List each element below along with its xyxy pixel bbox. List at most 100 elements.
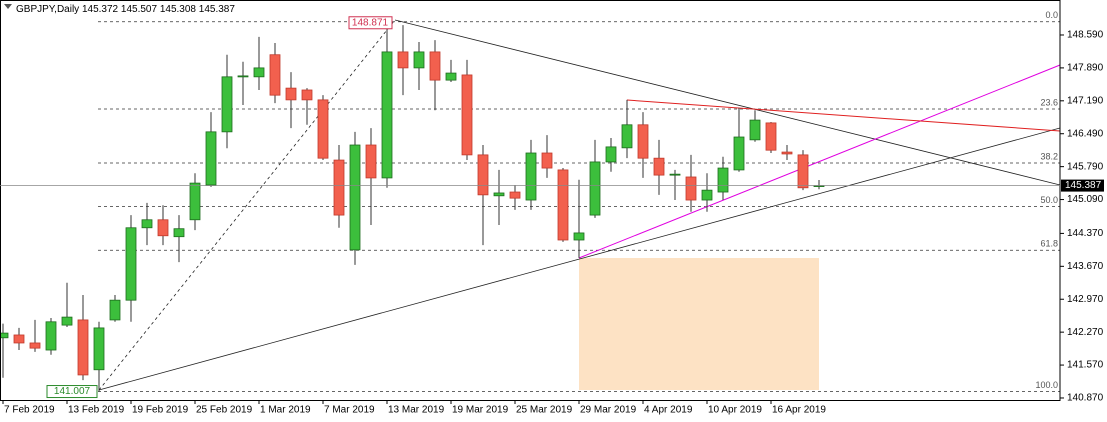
candle-body [573, 232, 585, 241]
candle-body [205, 131, 217, 186]
candle-body [509, 191, 521, 199]
candle-body [637, 124, 649, 159]
fib-trend-line [98, 19, 396, 391]
x-tick-label: 1 Mar 2019 [260, 405, 311, 416]
candle-body [749, 119, 761, 141]
candle-body [109, 299, 121, 321]
candle-body [541, 152, 553, 169]
candle-body [653, 157, 665, 176]
candle-body [493, 192, 505, 197]
y-tick-label: 146.490 [1067, 128, 1104, 139]
y-tick-label: 141.570 [1067, 360, 1104, 371]
candle-body [301, 89, 313, 101]
fib-level-label: 38.2 [1040, 151, 1058, 161]
candle-body [445, 72, 457, 81]
x-tick-label: 4 Apr 2019 [644, 405, 693, 416]
candle-body [189, 182, 201, 221]
candle-body [253, 67, 265, 78]
candle-body [781, 151, 793, 155]
candle-body [221, 76, 233, 133]
candle-body [0, 332, 9, 339]
fib-level-label: 100.0 [1035, 380, 1058, 390]
candle-body [13, 334, 25, 344]
candle-body [397, 51, 409, 69]
fib-level-label: 50.0 [1040, 195, 1058, 205]
candle-body [365, 144, 377, 179]
candle-body [333, 159, 345, 216]
candle-body [765, 122, 777, 151]
fib-level-label: 0.0 [1045, 10, 1058, 20]
candle-body [685, 176, 697, 201]
x-tick-label: 7 Feb 2019 [4, 405, 55, 416]
candle-body [173, 228, 185, 238]
y-tick-label: 147.890 [1067, 63, 1104, 74]
x-tick-label: 29 Mar 2019 [580, 405, 637, 416]
x-tick-label: 10 Apr 2019 [708, 405, 762, 416]
y-tick-label: 145.090 [1067, 194, 1104, 205]
y-tick-label: 148.590 [1067, 30, 1104, 41]
candle-body [797, 154, 809, 189]
candles [0, 21, 825, 392]
candle-body [621, 124, 633, 149]
low-value: 145.308 [160, 4, 197, 15]
candle-body [93, 327, 105, 371]
candle-body [141, 219, 153, 229]
candle-body [125, 227, 137, 301]
x-tick-label: 19 Feb 2019 [132, 405, 189, 416]
y-tick-label: 147.190 [1067, 95, 1104, 106]
chart-title: GBPJPY,Daily [16, 4, 79, 15]
x-tick-label: 19 Mar 2019 [452, 405, 509, 416]
zone-rect [579, 258, 819, 390]
close-value: 145.387 [199, 4, 236, 15]
price-box [1061, 179, 1104, 192]
x-tick-label: 25 Mar 2019 [516, 405, 573, 416]
candle-body [29, 342, 41, 349]
candle-body [669, 173, 681, 176]
swing-high-label: 148.871 [352, 17, 389, 28]
candle-body [525, 152, 537, 201]
x-tick-label: 16 Apr 2019 [772, 405, 826, 416]
x-tick-label: 7 Mar 2019 [324, 405, 375, 416]
candle-body [733, 136, 745, 171]
candle-body [237, 75, 249, 78]
candle-body [349, 144, 361, 251]
candle-body [317, 99, 329, 159]
candle-body [429, 51, 441, 81]
open-value: 145.372 [82, 4, 119, 15]
price-box-label: 145.387 [1065, 180, 1102, 191]
high-value: 145.507 [121, 4, 158, 15]
y-tick-label: 145.790 [1067, 161, 1104, 172]
candle-body [589, 161, 601, 216]
candle-body [413, 51, 425, 69]
drawings [98, 19, 1061, 391]
trend-line [626, 99, 1061, 132]
candle-body [605, 146, 617, 163]
candle-body [557, 169, 569, 241]
x-tick-label: 25 Feb 2019 [196, 405, 253, 416]
x-tick-label: 13 Mar 2019 [388, 405, 445, 416]
candle-body [77, 319, 89, 376]
y-tick-label: 142.270 [1067, 327, 1104, 338]
y-tick-label: 142.970 [1067, 294, 1104, 305]
candle-body [61, 316, 73, 326]
candle-body [461, 74, 473, 156]
menu-icon [4, 4, 12, 9]
x-tick-label: 13 Feb 2019 [68, 405, 125, 416]
chart-header: GBPJPY,Daily 145.372 145.507 145.308 145… [16, 4, 235, 15]
trend-line [394, 19, 1061, 186]
y-tick-label: 144.370 [1067, 228, 1104, 239]
y-tick-label: 143.670 [1067, 261, 1104, 272]
candle-body [157, 219, 169, 237]
trend-line [98, 127, 1061, 391]
swing-high-box [348, 16, 393, 30]
swing-low-label: 141.007 [54, 386, 91, 397]
swing-low-box [46, 385, 98, 399]
candle-body [717, 167, 729, 193]
plot-frame [0, 0, 1061, 401]
candle-body [477, 154, 489, 196]
y-tick-label: 140.870 [1067, 393, 1104, 404]
fib-level-label: 61.8 [1040, 239, 1058, 249]
candle-body [269, 54, 281, 96]
